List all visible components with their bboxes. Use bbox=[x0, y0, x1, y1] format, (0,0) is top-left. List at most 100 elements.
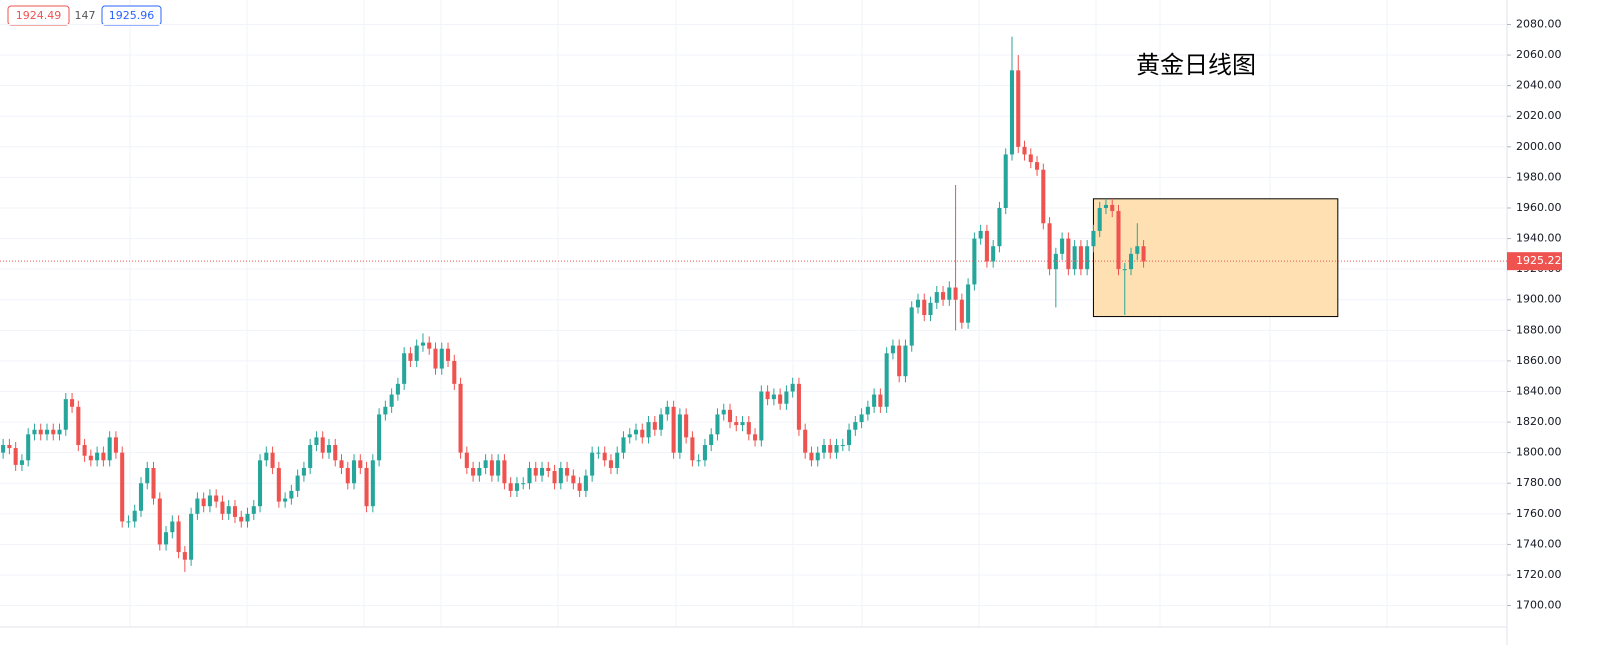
candle-body bbox=[922, 299, 927, 316]
candle-body bbox=[214, 495, 219, 502]
candle-body bbox=[26, 434, 31, 461]
candle-body bbox=[890, 345, 895, 354]
candle-body bbox=[677, 414, 682, 453]
candle-body bbox=[608, 460, 613, 468]
candle-body bbox=[138, 483, 144, 511]
y-tick-label: 1840.00 bbox=[1516, 384, 1562, 397]
y-tick-label: 2040.00 bbox=[1516, 79, 1562, 92]
candle-body bbox=[458, 383, 463, 453]
candle-body bbox=[251, 506, 256, 514]
candle-body bbox=[283, 498, 288, 502]
ask-box[interactable] bbox=[101, 5, 162, 26]
candle-body bbox=[70, 399, 75, 407]
chart-title: 黄金日线图 bbox=[1136, 51, 1256, 79]
candle-body bbox=[583, 475, 588, 491]
candle-body bbox=[790, 383, 795, 392]
candle-body bbox=[771, 394, 776, 400]
candle-body bbox=[527, 467, 532, 484]
candle-body bbox=[364, 467, 369, 507]
candle-body bbox=[326, 445, 332, 453]
candle-body bbox=[1016, 70, 1021, 147]
candle-body bbox=[395, 383, 400, 395]
y-tick-label: 1900.00 bbox=[1516, 293, 1562, 306]
candle-body bbox=[1035, 162, 1040, 170]
candle-body bbox=[245, 513, 250, 522]
candle-body bbox=[1028, 154, 1033, 163]
candle-body bbox=[370, 460, 375, 507]
candle-body bbox=[464, 452, 469, 468]
candle-body bbox=[671, 406, 676, 453]
candle-body bbox=[753, 434, 758, 441]
y-tick-label: 1940.00 bbox=[1516, 232, 1562, 245]
candle-body bbox=[514, 483, 519, 491]
candle-body bbox=[684, 414, 689, 438]
candle-body bbox=[201, 498, 206, 507]
candle-body bbox=[633, 429, 639, 435]
candle-body bbox=[226, 506, 231, 514]
candle-body bbox=[859, 414, 864, 423]
candle-body bbox=[778, 394, 783, 404]
candle-body bbox=[1009, 70, 1015, 155]
candle-body bbox=[590, 452, 595, 476]
candle-body bbox=[1141, 246, 1146, 262]
y-tick-label: 2060.00 bbox=[1516, 48, 1562, 61]
candle-body bbox=[345, 467, 350, 484]
candle-body bbox=[1060, 238, 1065, 254]
candle-body bbox=[821, 445, 827, 453]
candle-body bbox=[640, 429, 645, 438]
candle-body bbox=[145, 467, 150, 484]
candle-body bbox=[847, 429, 852, 446]
candle-body bbox=[57, 429, 62, 435]
candle-body bbox=[452, 360, 457, 384]
y-tick-label: 2080.00 bbox=[1516, 17, 1562, 30]
candle-body bbox=[828, 445, 833, 453]
candle-body bbox=[489, 460, 494, 476]
candle-body bbox=[1066, 238, 1071, 270]
candle-body bbox=[389, 394, 394, 407]
candle-body bbox=[383, 406, 388, 415]
candle-body bbox=[834, 445, 839, 453]
candle-body bbox=[433, 348, 438, 369]
candle-body bbox=[170, 521, 175, 533]
y-tick-label: 1780.00 bbox=[1516, 476, 1562, 489]
candle-body bbox=[189, 513, 194, 560]
candle-body bbox=[546, 467, 551, 472]
candle-body bbox=[521, 483, 526, 485]
candle-body bbox=[796, 383, 801, 430]
candle-body bbox=[621, 437, 626, 453]
candle-body bbox=[151, 467, 156, 499]
candle-body bbox=[508, 483, 513, 491]
ask-price: 1925.96 bbox=[109, 9, 155, 22]
candle-body bbox=[984, 230, 989, 262]
candle-body bbox=[220, 501, 225, 514]
candle-body bbox=[558, 467, 563, 484]
candle-body bbox=[884, 353, 889, 407]
candle-body bbox=[439, 348, 444, 369]
candle-body bbox=[101, 452, 106, 461]
y-tick-label: 1960.00 bbox=[1516, 201, 1562, 214]
candle-body bbox=[784, 391, 789, 404]
bid-box[interactable] bbox=[7, 5, 70, 26]
candle-body bbox=[496, 460, 501, 476]
candle-body bbox=[978, 230, 983, 239]
candle-body bbox=[38, 429, 43, 435]
candle-body bbox=[615, 452, 620, 468]
candle-body bbox=[76, 406, 81, 446]
candle-body bbox=[402, 353, 407, 384]
candle-body bbox=[665, 406, 670, 415]
candle-body bbox=[646, 422, 651, 438]
candle-body bbox=[746, 422, 751, 435]
candle-body bbox=[915, 299, 921, 308]
candle-body bbox=[377, 414, 382, 461]
candle-body bbox=[502, 460, 507, 484]
candle-body bbox=[765, 391, 770, 400]
bid-price: 1924.49 bbox=[16, 9, 62, 22]
candle-body bbox=[408, 353, 413, 361]
candle-body bbox=[627, 434, 632, 438]
candle-body bbox=[82, 445, 87, 456]
y-tick-label: 2000.00 bbox=[1516, 140, 1562, 153]
candle-body bbox=[301, 467, 306, 476]
candle-body bbox=[1110, 204, 1115, 212]
candle-body bbox=[715, 414, 720, 435]
candle-body bbox=[276, 467, 281, 502]
